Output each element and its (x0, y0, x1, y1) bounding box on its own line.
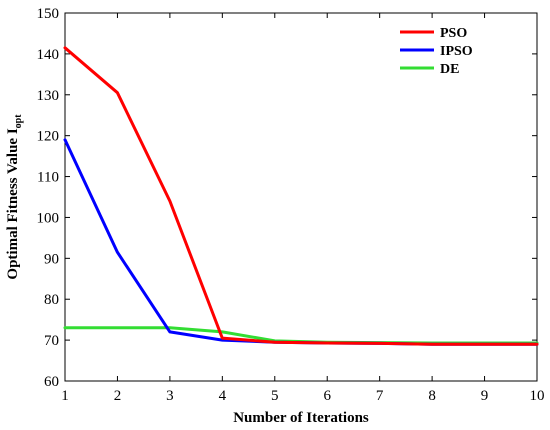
series-line-pso (63, 46, 539, 346)
x-tick-label: 8 (428, 388, 436, 404)
y-tick-label: 60 (44, 374, 59, 390)
legend-label-ipso: IPSO (440, 44, 473, 59)
y-tick-label: 100 (37, 210, 60, 226)
x-tick-label: 1 (61, 388, 69, 404)
y-tick-label: 80 (44, 292, 59, 308)
plot-area (64, 12, 538, 382)
legend: PSO IPSO DE (400, 26, 473, 77)
plot-frame (64, 12, 538, 382)
y-axis-label-main: Optimal Fitness Value I (5, 128, 21, 279)
x-tick-label: 9 (481, 388, 489, 404)
series-lines (63, 46, 539, 346)
y-tick-label: 90 (44, 251, 59, 267)
x-tick-label: 6 (323, 388, 331, 404)
x-tick-label: 5 (271, 388, 279, 404)
x-tick-label: 10 (530, 388, 545, 404)
y-axis-ticks: 60 70 80 90 100 110 120 130 140 150 (37, 6, 537, 390)
y-tick-label: 120 (37, 129, 60, 145)
x-tick-label: 7 (376, 388, 384, 404)
y-axis-label-subscript: opt (13, 114, 24, 129)
y-tick-label: 150 (37, 6, 60, 22)
y-tick-label: 70 (44, 333, 59, 349)
y-tick-label: 130 (37, 88, 60, 104)
y-tick-label: 140 (37, 47, 60, 63)
x-tick-label: 4 (219, 388, 227, 404)
y-axis-label: Optimal Fitness Value Iopt (5, 114, 24, 280)
x-tick-label: 3 (166, 388, 174, 404)
y-tick-label: 110 (37, 170, 59, 186)
x-tick-label: 2 (114, 388, 122, 404)
legend-label-de: DE (440, 62, 459, 77)
x-axis-label: Number of Iterations (233, 410, 369, 426)
legend-label-pso: PSO (440, 26, 467, 41)
x-axis-ticks: 1 2 3 4 5 6 7 8 9 10 (61, 13, 545, 404)
